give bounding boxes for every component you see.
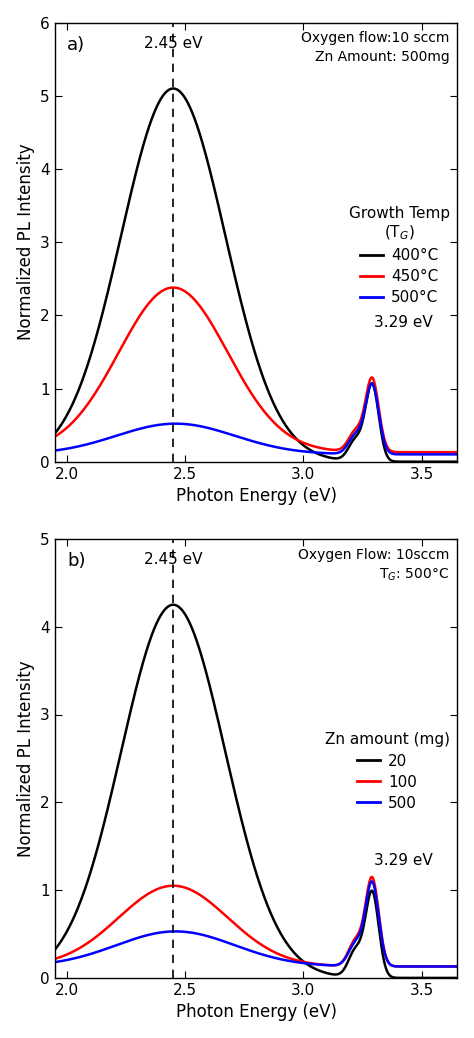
Legend: 20, 100, 500: 20, 100, 500	[325, 733, 450, 811]
X-axis label: Photon Energy (eV): Photon Energy (eV)	[175, 1004, 337, 1021]
Text: 2.45 eV: 2.45 eV	[144, 36, 202, 51]
Text: 2.45 eV: 2.45 eV	[144, 552, 202, 567]
X-axis label: Photon Energy (eV): Photon Energy (eV)	[175, 487, 337, 506]
Y-axis label: Normalized PL Intensity: Normalized PL Intensity	[17, 660, 35, 856]
Text: 3.29 eV: 3.29 eV	[374, 853, 433, 868]
Legend: 400°C, 450°C, 500°C: 400°C, 450°C, 500°C	[348, 206, 450, 305]
Text: Oxygen flow:10 sccm
Zn Amount: 500mg: Oxygen flow:10 sccm Zn Amount: 500mg	[301, 31, 449, 64]
Text: a): a)	[67, 36, 85, 54]
Text: b): b)	[67, 552, 85, 570]
Text: Oxygen Flow: 10sccm
T$_G$: 500°C: Oxygen Flow: 10sccm T$_G$: 500°C	[298, 548, 449, 583]
Text: 3.29 eV: 3.29 eV	[374, 315, 433, 330]
Y-axis label: Normalized PL Intensity: Normalized PL Intensity	[17, 144, 35, 340]
